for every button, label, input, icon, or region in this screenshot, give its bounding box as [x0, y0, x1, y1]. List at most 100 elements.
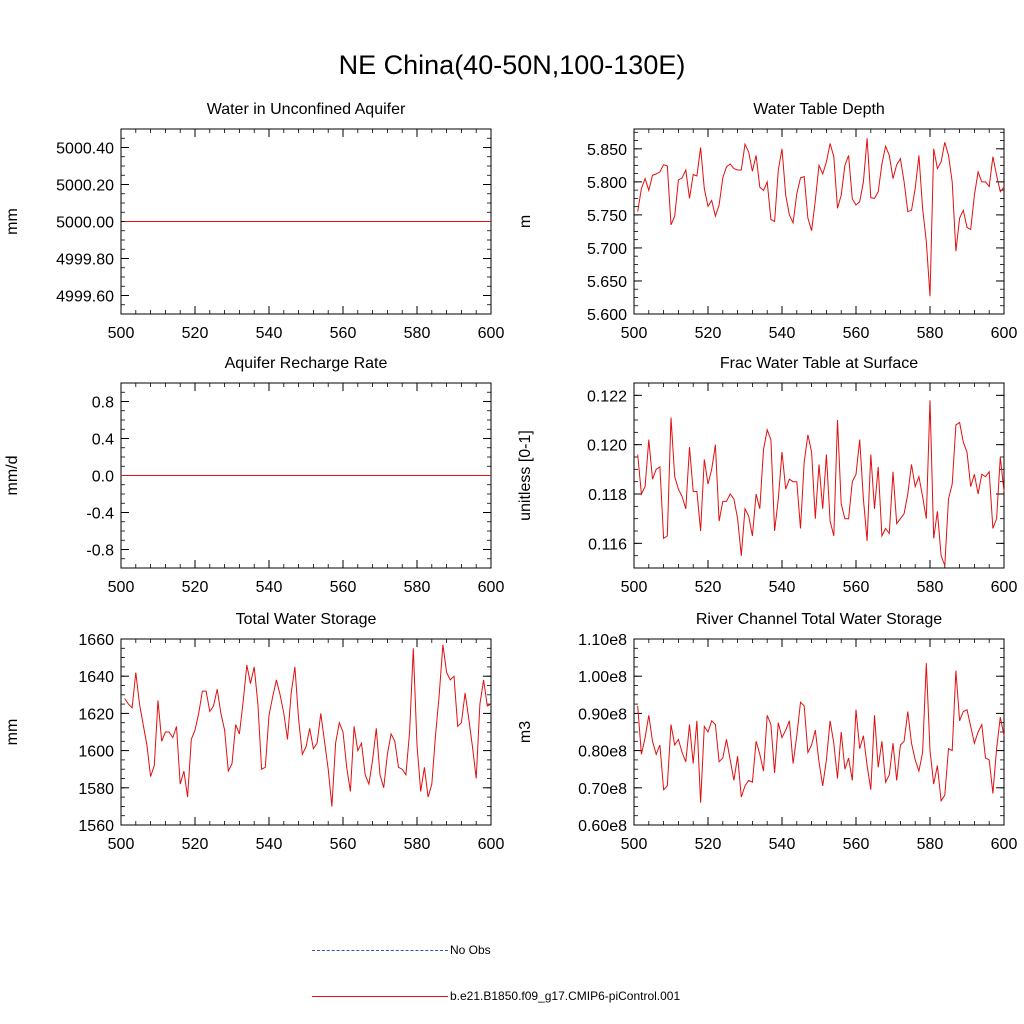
y-tick-label: 1560: [78, 818, 114, 835]
y-tick-label: 5.800: [587, 175, 627, 192]
legend-obs: No Obs: [312, 943, 491, 957]
y-tick-label: 0.120: [587, 438, 627, 455]
y-tick-label: 1580: [78, 781, 114, 798]
x-tick-label: 600: [478, 579, 505, 596]
x-tick-label: 520: [182, 325, 209, 342]
y-axis-label: mm/d: [4, 456, 21, 496]
x-tick-label: 520: [695, 836, 722, 853]
y-tick-label: 1660: [78, 632, 114, 649]
y-tick-label: 0.8: [92, 395, 114, 412]
x-tick-label: 520: [695, 579, 722, 596]
x-tick-label: 560: [843, 579, 870, 596]
plot-frame: [633, 638, 1005, 826]
x-tick-label: 500: [621, 836, 648, 853]
y-tick-label: -0.4: [86, 506, 114, 523]
y-tick-label: 0.116: [588, 536, 627, 553]
chart-panel-2: Water Table Depth m 500 520 540 560 580 600 5.60…: [517, 101, 1017, 342]
y-tick-label: 1.10e8: [578, 632, 627, 649]
chart-panel-1: Water in Unconfined Aquifer mm 500 520 540 56…: [4, 101, 504, 342]
x-tick-label: 560: [843, 836, 870, 853]
series-line: [124, 644, 492, 807]
x-tick-label: 500: [621, 579, 648, 596]
series-line: [637, 663, 1005, 803]
y-tick-label: 5.600: [587, 307, 627, 324]
legend-model-swatch: [312, 995, 448, 997]
x-tick-label: 540: [769, 579, 796, 596]
y-tick-label: 5.700: [587, 241, 627, 258]
y-tick-label: 5000.00: [56, 215, 114, 232]
x-tick-label: 500: [108, 325, 135, 342]
chart-panel-5: Total Water Storage mm 500 520 540 560 580 600 1…: [4, 611, 504, 853]
legend-model-label: b.e21.B1850.f09_g17.CMIP6-piControl.001: [450, 989, 681, 1003]
chart-title: Frac Water Table at Surface: [720, 355, 918, 372]
y-tick-label: 0.122: [587, 388, 627, 405]
x-tick-label: 600: [991, 579, 1018, 596]
x-tick-label: 500: [621, 325, 648, 342]
chart-title: Aquifer Recharge Rate: [225, 355, 388, 372]
x-tick-label: 600: [991, 836, 1018, 853]
y-tick-label: 1600: [78, 744, 114, 761]
y-tick-label: 4999.60: [56, 289, 114, 306]
y-axis-label: mm: [4, 208, 21, 235]
series-line: [637, 138, 1005, 297]
y-axis-label: m: [517, 215, 534, 228]
y-axis-label: unitless [0-1]: [517, 430, 534, 521]
y-tick-label: 5000.20: [56, 178, 114, 195]
x-tick-label: 580: [404, 325, 431, 342]
x-tick-label: 540: [256, 579, 283, 596]
chart-title: Water in Unconfined Aquifer: [207, 101, 406, 118]
x-tick-label: 560: [843, 325, 870, 342]
x-tick-label: 580: [404, 579, 431, 596]
y-tick-label: 5.750: [587, 208, 627, 225]
x-tick-label: 580: [404, 836, 431, 853]
y-tick-label: 5.850: [587, 142, 627, 159]
x-tick-label: 540: [769, 836, 796, 853]
x-tick-label: 520: [182, 836, 209, 853]
x-tick-label: 600: [991, 325, 1018, 342]
x-tick-label: 540: [769, 325, 796, 342]
x-tick-label: 580: [917, 325, 944, 342]
x-tick-label: 520: [182, 579, 209, 596]
legend-obs-swatch: [312, 949, 448, 951]
y-tick-label: 4999.80: [56, 252, 114, 269]
x-tick-label: 500: [108, 579, 135, 596]
legend-model: b.e21.B1850.f09_g17.CMIP6-piControl.001: [312, 989, 680, 1003]
y-tick-label: 0.90e8: [578, 706, 627, 723]
y-axis-label: m3: [517, 721, 534, 743]
x-tick-label: 520: [695, 325, 722, 342]
chart-title: Total Water Storage: [236, 611, 377, 628]
chart-panel-6: River Channel Total Water Storage m3 500 52…: [517, 611, 1017, 853]
y-tick-label: 5000.40: [56, 141, 114, 158]
y-tick-label: 5.650: [587, 274, 627, 291]
y-tick-label: 0.70e8: [578, 781, 627, 798]
x-tick-label: 580: [917, 836, 944, 853]
x-tick-label: 540: [256, 325, 283, 342]
plot-frame: [633, 382, 1005, 569]
x-tick-label: 600: [478, 325, 505, 342]
series-line: [637, 400, 1005, 566]
chart-panel-4: Frac Water Table at Surface unitless [0-1…: [517, 355, 1017, 596]
x-tick-label: 600: [478, 836, 505, 853]
x-tick-label: 540: [256, 836, 283, 853]
x-tick-label: 580: [917, 579, 944, 596]
chart-title: River Channel Total Water Storage: [696, 611, 942, 628]
y-tick-label: -0.8: [86, 543, 114, 560]
x-tick-label: 560: [330, 836, 357, 853]
x-tick-label: 560: [330, 325, 357, 342]
y-tick-label: 1640: [78, 669, 114, 686]
y-tick-label: 0.80e8: [578, 744, 627, 761]
x-tick-label: 560: [330, 579, 357, 596]
y-tick-label: 1.00e8: [578, 669, 627, 686]
plot-frame: [633, 128, 1005, 315]
legend-obs-label: No Obs: [450, 943, 491, 957]
y-tick-label: 0.118: [588, 487, 627, 504]
y-tick-label: 0.4: [92, 432, 114, 449]
y-tick-label: 1620: [78, 706, 114, 723]
y-tick-label: 0.0: [92, 469, 114, 486]
y-axis-label: mm: [4, 719, 21, 746]
chart-panel-3: Aquifer Recharge Rate mm/d 500 520 540 560 580…: [4, 355, 504, 596]
x-tick-label: 500: [108, 836, 135, 853]
page-title: NE China(40-50N,100-130E): [338, 50, 686, 80]
chart-title: Water Table Depth: [753, 101, 885, 118]
